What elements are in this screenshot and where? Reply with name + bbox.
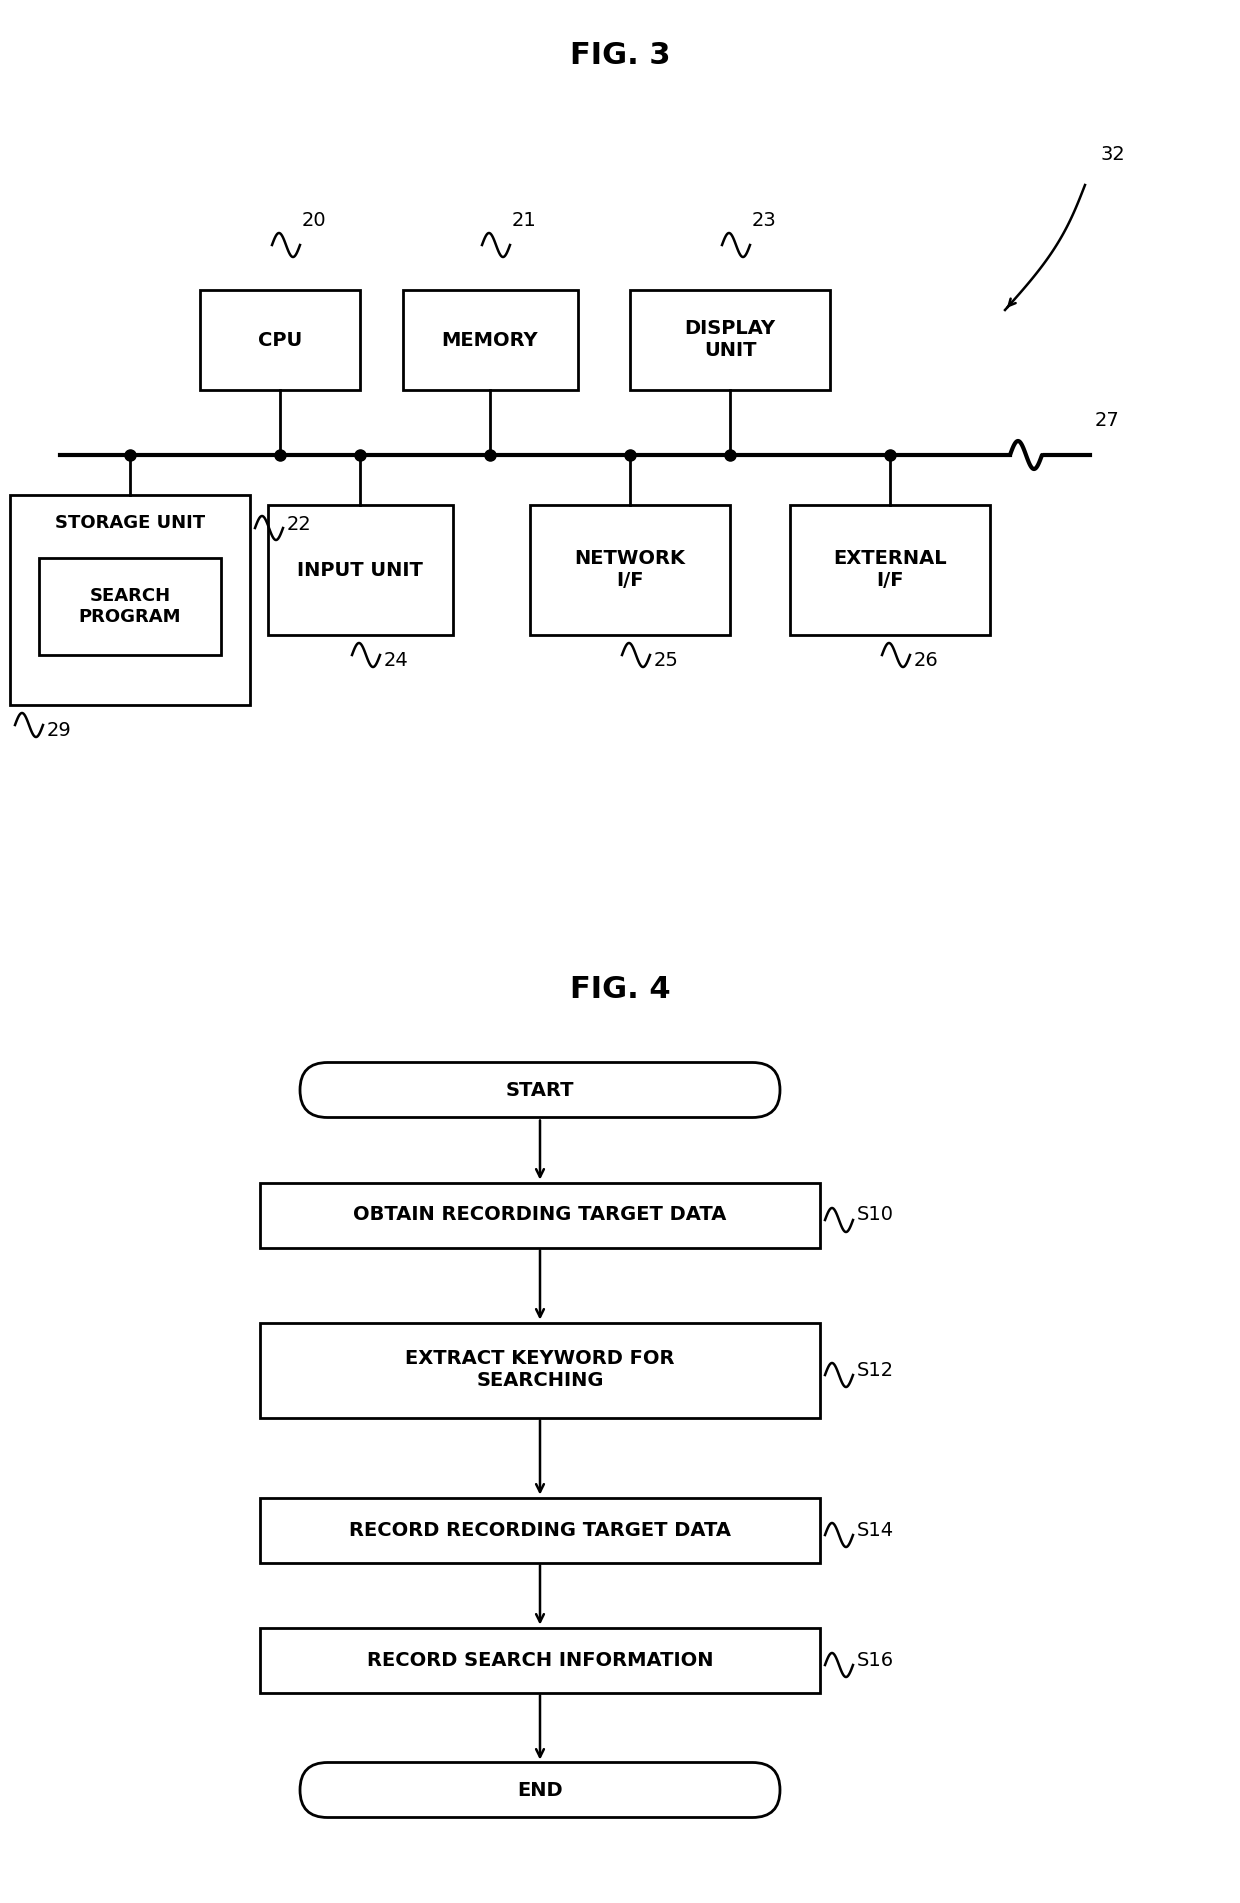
- Text: 20: 20: [303, 211, 326, 230]
- Text: S10: S10: [857, 1205, 894, 1224]
- Text: 27: 27: [1095, 411, 1120, 430]
- Text: RECORD SEARCH INFORMATION: RECORD SEARCH INFORMATION: [367, 1650, 713, 1669]
- Text: EXTERNAL
I/F: EXTERNAL I/F: [833, 550, 947, 590]
- Text: NETWORK
I/F: NETWORK I/F: [574, 550, 686, 590]
- Text: STORAGE UNIT: STORAGE UNIT: [55, 514, 205, 533]
- FancyBboxPatch shape: [268, 504, 453, 636]
- FancyBboxPatch shape: [260, 1323, 820, 1418]
- Text: RECORD RECORDING TARGET DATA: RECORD RECORDING TARGET DATA: [348, 1520, 732, 1540]
- Text: 23: 23: [751, 211, 776, 230]
- FancyBboxPatch shape: [529, 504, 730, 636]
- FancyBboxPatch shape: [260, 1627, 820, 1692]
- FancyBboxPatch shape: [403, 289, 578, 390]
- FancyBboxPatch shape: [260, 1498, 820, 1562]
- FancyBboxPatch shape: [300, 1062, 780, 1117]
- Text: 26: 26: [914, 651, 939, 670]
- Text: FIG. 4: FIG. 4: [569, 976, 671, 1005]
- Text: 25: 25: [653, 651, 678, 670]
- Text: EXTRACT KEYWORD FOR
SEARCHING: EXTRACT KEYWORD FOR SEARCHING: [405, 1349, 675, 1391]
- Text: CPU: CPU: [258, 331, 303, 350]
- FancyBboxPatch shape: [630, 289, 830, 390]
- FancyBboxPatch shape: [300, 1762, 780, 1817]
- FancyBboxPatch shape: [200, 289, 360, 390]
- Text: S16: S16: [857, 1650, 894, 1669]
- Text: MEMORY: MEMORY: [441, 331, 538, 350]
- Text: 22: 22: [286, 516, 311, 535]
- Text: DISPLAY
UNIT: DISPLAY UNIT: [684, 320, 775, 360]
- Text: 32: 32: [1100, 145, 1125, 164]
- Text: SEARCH
PROGRAM: SEARCH PROGRAM: [79, 586, 181, 626]
- FancyBboxPatch shape: [260, 1182, 820, 1248]
- FancyBboxPatch shape: [309, 1062, 771, 1117]
- Text: END: END: [517, 1781, 563, 1800]
- FancyBboxPatch shape: [309, 1762, 771, 1817]
- Text: START: START: [506, 1081, 574, 1100]
- Text: 29: 29: [47, 721, 72, 740]
- Text: FIG. 3: FIG. 3: [569, 40, 671, 70]
- Text: INPUT UNIT: INPUT UNIT: [298, 561, 423, 580]
- FancyBboxPatch shape: [38, 558, 221, 655]
- Text: S12: S12: [857, 1361, 894, 1380]
- Text: 21: 21: [512, 211, 537, 230]
- Text: 24: 24: [384, 651, 409, 670]
- FancyBboxPatch shape: [10, 495, 250, 704]
- FancyBboxPatch shape: [790, 504, 990, 636]
- Text: S14: S14: [857, 1520, 894, 1540]
- Text: OBTAIN RECORDING TARGET DATA: OBTAIN RECORDING TARGET DATA: [353, 1205, 727, 1224]
